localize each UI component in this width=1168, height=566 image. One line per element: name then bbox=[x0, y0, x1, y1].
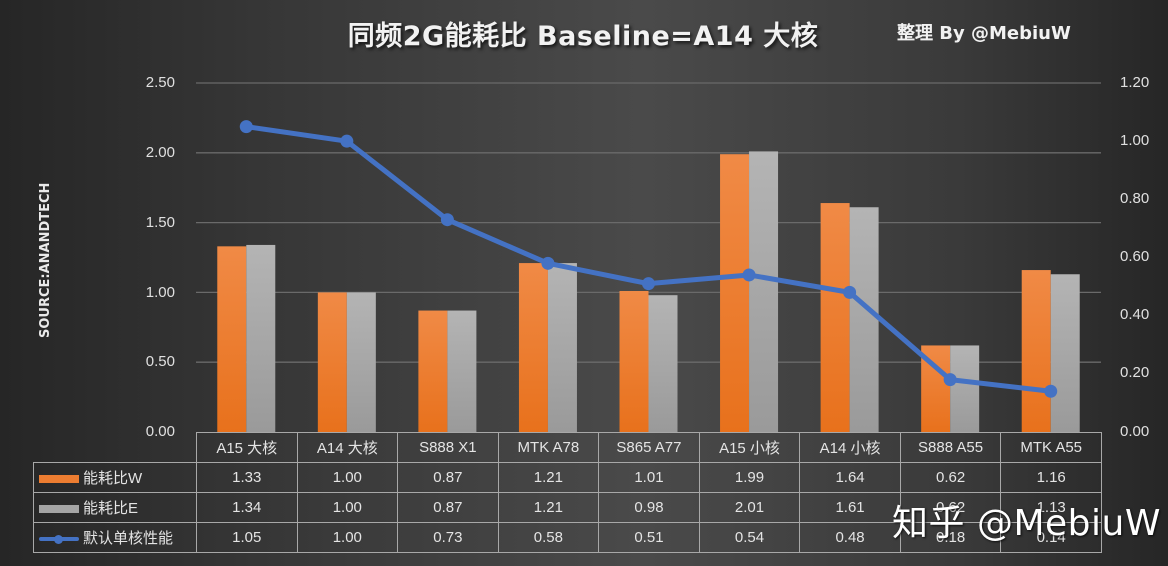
line-marker bbox=[239, 120, 253, 134]
table-cell: 0.51 bbox=[598, 522, 700, 553]
line-marker bbox=[541, 256, 555, 270]
table-cell: 1.16 bbox=[1000, 462, 1102, 493]
right-axis-tick: 0.80 bbox=[1120, 190, 1150, 207]
bar bbox=[518, 263, 548, 432]
legend-label: 能耗比W bbox=[83, 470, 143, 487]
table-cell: 0.87 bbox=[397, 462, 499, 493]
line-marker bbox=[440, 213, 454, 227]
bar bbox=[418, 310, 448, 432]
table-cell: 1.00 bbox=[296, 462, 399, 493]
table-cell: 1.99 bbox=[698, 462, 801, 493]
line-marker bbox=[340, 134, 354, 148]
table-cell: 1.00 bbox=[296, 522, 399, 553]
bar bbox=[346, 292, 376, 432]
table-cell: 1.64 bbox=[799, 462, 901, 493]
table-cell: 0.18 bbox=[899, 522, 1002, 553]
category-header: MTK A78 bbox=[497, 432, 600, 463]
bar bbox=[217, 246, 247, 432]
category-header: S865 A77 bbox=[598, 432, 700, 463]
bar bbox=[950, 345, 980, 432]
right-axis-tick: 1.20 bbox=[1120, 74, 1150, 91]
legend-label: 能耗比E bbox=[83, 500, 139, 517]
bar bbox=[547, 263, 577, 432]
bar bbox=[246, 244, 276, 432]
left-axis-tick: 2.50 bbox=[145, 74, 175, 91]
credit-label: 整理 By @MebiuW bbox=[897, 23, 1071, 44]
table-cell: 0.54 bbox=[698, 522, 801, 553]
table-cell: 1.21 bbox=[497, 462, 600, 493]
bar bbox=[619, 291, 649, 432]
table-cell: 1.13 bbox=[1000, 492, 1102, 523]
bar bbox=[1021, 270, 1051, 432]
category-header: A14 大核 bbox=[296, 432, 399, 463]
bar bbox=[317, 292, 347, 432]
table-cell: 0.98 bbox=[598, 492, 700, 523]
line-series bbox=[239, 120, 1058, 398]
line-marker bbox=[943, 373, 957, 387]
table-cell: 0.48 bbox=[799, 522, 901, 553]
left-axis-tick: 1.00 bbox=[145, 284, 175, 301]
table-row: 能耗比E 1.34 1.00 0.87 1.21 0.98 2.01 1.61 0.62 1.13 bbox=[33, 492, 1102, 523]
table-cell: 1.34 bbox=[195, 492, 298, 523]
legend-entry: 能耗比E bbox=[33, 492, 197, 523]
blue-line-marker-icon bbox=[39, 535, 79, 545]
category-header: A15 大核 bbox=[195, 432, 298, 463]
bar bbox=[648, 295, 678, 432]
table-row: 能耗比W 1.33 1.00 0.87 1.21 1.01 1.99 1.64 0.62 1.16 bbox=[33, 462, 1102, 493]
table-row: 默认单核性能 1.05 1.00 0.73 0.58 0.51 0.54 0.48 0.18 0.… bbox=[33, 522, 1102, 553]
right-axis-tick: 1.00 bbox=[1120, 132, 1150, 149]
table-corner bbox=[33, 432, 197, 463]
table-cell: 0.58 bbox=[497, 522, 600, 553]
line-marker bbox=[742, 268, 756, 282]
table-cell: 0.62 bbox=[899, 462, 1002, 493]
left-axis-tick: 0.50 bbox=[145, 353, 175, 370]
table-cell: 0.14 bbox=[1000, 522, 1102, 553]
line-marker bbox=[843, 285, 857, 299]
line-marker bbox=[1044, 384, 1058, 398]
table-cell: 1.01 bbox=[598, 462, 700, 493]
chart-title: 同频2G能耗比 Baseline=A14 大核 bbox=[347, 21, 819, 52]
legend-label: 默认单核性能 bbox=[83, 530, 174, 547]
bar bbox=[720, 154, 750, 433]
category-header: A15 小核 bbox=[698, 432, 801, 463]
table-cell: 1.33 bbox=[195, 462, 298, 493]
category-header: S888 X1 bbox=[397, 432, 499, 463]
right-axis-tick: 0.60 bbox=[1120, 248, 1150, 265]
category-header: S888 A55 bbox=[899, 432, 1002, 463]
left-axis-tick: 1.50 bbox=[145, 214, 175, 231]
bar bbox=[749, 151, 779, 433]
line-marker bbox=[642, 277, 655, 291]
legend-entry: 能耗比W bbox=[33, 462, 197, 493]
category-header: A14 小核 bbox=[799, 432, 901, 463]
right-axis-tick: 0.20 bbox=[1120, 364, 1150, 381]
table-cell: 1.05 bbox=[195, 522, 298, 553]
table-cell: 1.61 bbox=[799, 492, 901, 523]
table-cell: 1.00 bbox=[296, 492, 399, 523]
table-header-row: A15 大核 A14 大核 S888 X1 MTK A78 S865 A77 A15 小核… bbox=[33, 432, 1102, 463]
bar bbox=[1050, 274, 1080, 432]
table-cell: 1.21 bbox=[497, 492, 600, 523]
table-cell: 2.01 bbox=[698, 492, 801, 523]
bar bbox=[447, 310, 477, 432]
watermark: 知乎 @MebiuW bbox=[892, 503, 1161, 544]
table-cell: 0.87 bbox=[397, 492, 499, 523]
bar bbox=[849, 207, 879, 432]
category-header: MTK A55 bbox=[1000, 432, 1102, 463]
legend-entry: 默认单核性能 bbox=[33, 522, 197, 553]
table-cell: 0.73 bbox=[397, 522, 499, 553]
data-table: A15 大核 A14 大核 S888 X1 MTK A78 S865 A77 A15 小核… bbox=[33, 432, 1102, 553]
orange-bar-swatch-icon bbox=[39, 475, 79, 484]
bar bbox=[820, 203, 850, 432]
right-axis-tick: 0.40 bbox=[1120, 306, 1150, 323]
bar-series bbox=[217, 151, 1080, 433]
right-axis-tick: 0.00 bbox=[1120, 423, 1150, 440]
gray-bar-swatch-icon bbox=[39, 505, 79, 514]
left-axis-tick: 2.00 bbox=[145, 144, 175, 161]
